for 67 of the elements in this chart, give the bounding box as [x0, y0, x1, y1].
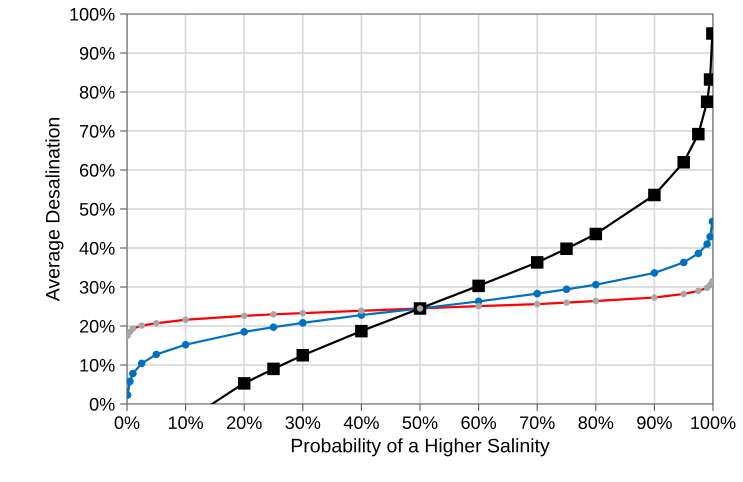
y-tick-label: 90% [80, 46, 115, 60]
point [138, 322, 145, 329]
point [648, 188, 661, 202]
x-tick-label: 40% [344, 416, 379, 430]
point [182, 340, 190, 349]
point [270, 311, 277, 318]
y-tick-label: 20% [80, 320, 115, 333]
point [694, 250, 702, 258]
x-tick-label: 0% [114, 416, 140, 430]
point [650, 269, 658, 277]
point [182, 316, 189, 324]
point [270, 323, 278, 331]
y-tick-label: 80% [80, 86, 115, 99]
x-tick-label: 50% [402, 416, 438, 430]
point [680, 258, 688, 266]
point [240, 328, 248, 336]
point [677, 156, 690, 168]
point [703, 240, 711, 248]
x-tick-label: 90% [637, 416, 672, 430]
y-tick-label: 100% [70, 8, 115, 21]
point [706, 232, 713, 241]
point [238, 377, 250, 390]
point [267, 362, 280, 376]
point [130, 325, 136, 332]
point [358, 308, 365, 314]
y-tick-label: 30% [80, 280, 115, 294]
point [127, 378, 134, 386]
y-tick-label: 10% [80, 358, 115, 372]
point [138, 360, 146, 368]
x-tick-label: 60% [461, 416, 496, 430]
y-tick-label: 70% [80, 124, 115, 138]
point [680, 290, 687, 298]
x-axis-title: Probability of a Higher Salinity [292, 438, 550, 456]
point [563, 299, 570, 306]
x-tick-label: 20% [227, 416, 262, 430]
point [240, 312, 248, 320]
point [534, 300, 540, 308]
x-tick-label: 80% [578, 416, 614, 430]
point [129, 370, 137, 378]
point [590, 228, 602, 240]
point [562, 286, 570, 294]
point [533, 290, 542, 298]
point [695, 288, 702, 294]
x-tick-label: 70% [520, 416, 555, 430]
point [296, 349, 310, 362]
point [651, 294, 658, 301]
point [298, 319, 307, 327]
point [152, 350, 160, 358]
point [300, 310, 306, 316]
y-tick-label: 50% [80, 202, 115, 216]
point [560, 242, 573, 256]
point [592, 280, 600, 288]
x-tick-label: 10% [168, 416, 204, 430]
point [592, 298, 600, 304]
y-tick-label: 0% [90, 398, 115, 411]
point [472, 280, 485, 292]
point [475, 302, 482, 310]
x-tick-label: 100% [691, 416, 736, 430]
point [692, 128, 705, 140]
point [153, 320, 160, 327]
x-tick-label: 30% [285, 416, 320, 430]
point [530, 256, 544, 269]
y-tick-label: 60% [80, 164, 115, 177]
point [355, 324, 368, 338]
point [700, 96, 713, 108]
y-axis-title: Average Desalination [45, 118, 64, 302]
y-tick-label: 40% [79, 242, 115, 255]
